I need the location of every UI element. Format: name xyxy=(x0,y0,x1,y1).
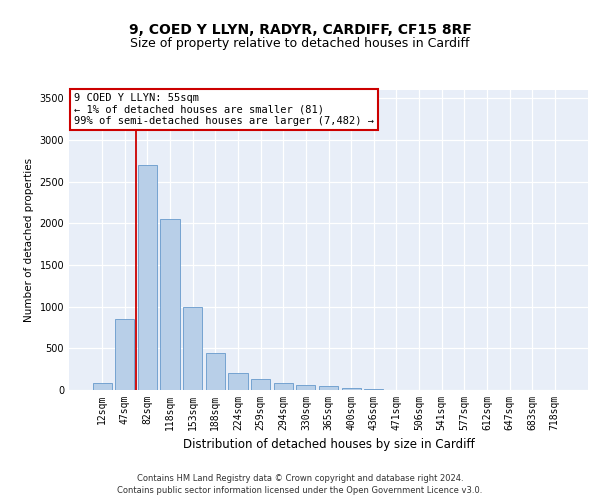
Text: Contains HM Land Registry data © Crown copyright and database right 2024.
Contai: Contains HM Land Registry data © Crown c… xyxy=(118,474,482,495)
Bar xyxy=(341,388,361,390)
Text: 9, COED Y LLYN, RADYR, CARDIFF, CF15 8RF: 9, COED Y LLYN, RADYR, CARDIFF, CF15 8RF xyxy=(128,22,472,36)
Text: 9 COED Y LLYN: 55sqm
← 1% of detached houses are smaller (81)
99% of semi-detach: 9 COED Y LLYN: 55sqm ← 1% of detached ho… xyxy=(74,93,374,126)
Y-axis label: Number of detached properties: Number of detached properties xyxy=(24,158,34,322)
Bar xyxy=(364,389,383,390)
Bar xyxy=(92,384,112,390)
Bar xyxy=(274,384,293,390)
Bar xyxy=(138,165,157,390)
Bar xyxy=(229,374,248,390)
Bar xyxy=(206,352,225,390)
X-axis label: Distribution of detached houses by size in Cardiff: Distribution of detached houses by size … xyxy=(182,438,475,452)
Bar xyxy=(251,379,270,390)
Bar xyxy=(115,319,134,390)
Bar xyxy=(183,306,202,390)
Bar xyxy=(319,386,338,390)
Bar xyxy=(160,219,180,390)
Bar xyxy=(296,385,316,390)
Text: Size of property relative to detached houses in Cardiff: Size of property relative to detached ho… xyxy=(130,38,470,51)
